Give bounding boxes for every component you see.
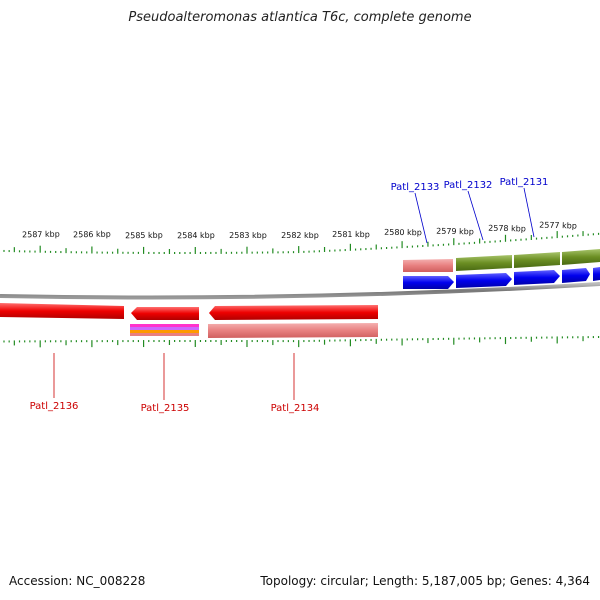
tick-label: 2579 kbp bbox=[436, 227, 474, 237]
tick-label: 2586 kbp bbox=[73, 230, 111, 240]
genome-backbone bbox=[0, 282, 600, 300]
forward-cds-track bbox=[403, 267, 600, 289]
label-leaders bbox=[53, 187, 535, 400]
cds-arrow-2135[interactable] bbox=[131, 307, 199, 320]
top-tick-row bbox=[3, 231, 600, 254]
cds-arrow-2131[interactable] bbox=[514, 270, 560, 285]
feature-green-next[interactable] bbox=[562, 249, 600, 265]
bottom-tick-row bbox=[3, 336, 600, 348]
tick-label: 2584 kbp bbox=[177, 231, 215, 240]
feature-pink-2134[interactable] bbox=[208, 323, 378, 338]
tick-label: 2587 kbp bbox=[22, 230, 60, 240]
tick-label: 2578 kbp bbox=[488, 224, 526, 234]
genome-summary-text: Topology: circular; Length: 5,187,005 bp… bbox=[260, 574, 590, 588]
accession-text: Accession: NC_008228 bbox=[9, 574, 146, 588]
feature-green-2131[interactable] bbox=[514, 252, 560, 268]
tick-label: 2585 kbp bbox=[125, 231, 163, 241]
gene-label-patl-2133[interactable]: Patl_2133 bbox=[391, 182, 440, 193]
cds-arrow-2136[interactable] bbox=[0, 303, 124, 319]
cds-arrow-2134[interactable] bbox=[209, 305, 378, 320]
reverse-cds-track bbox=[0, 303, 378, 320]
tick-label: 2581 kbp bbox=[332, 230, 370, 239]
gene-label-patl-2134[interactable]: Patl_2134 bbox=[271, 403, 320, 414]
forward-feature-track bbox=[403, 249, 600, 272]
feature-multi-2135-c[interactable] bbox=[130, 330, 199, 333]
feature-multi-2135-d[interactable] bbox=[130, 333, 199, 336]
feature-pink-2133[interactable] bbox=[403, 259, 453, 272]
gene-label-patl-2132[interactable]: Patl_2132 bbox=[444, 180, 493, 191]
reverse-feature-track bbox=[130, 323, 378, 338]
tick-label: 2577 kbp bbox=[539, 220, 577, 230]
leader-2133 bbox=[414, 192, 428, 244]
gene-label-patl-2136[interactable]: Patl_2136 bbox=[30, 401, 79, 412]
tick-label: 2580 kbp bbox=[384, 228, 422, 237]
feature-green-2132[interactable] bbox=[456, 255, 512, 271]
feature-multi-2135-a[interactable] bbox=[130, 324, 199, 327]
genome-title: Pseudoalteromonas atlantica T6c, complet… bbox=[128, 10, 472, 25]
leader-2131 bbox=[523, 187, 535, 238]
gene-label-patl-2135[interactable]: Patl_2135 bbox=[141, 403, 190, 414]
cds-arrow-2132[interactable] bbox=[456, 273, 512, 288]
gene-label-patl-2131[interactable]: Patl_2131 bbox=[500, 177, 549, 188]
cds-arrow-edge[interactable] bbox=[593, 267, 600, 281]
cds-arrow-2133[interactable] bbox=[403, 276, 454, 289]
gene-labels: Patl_2133 Patl_2132 Patl_2131 Patl_2136 … bbox=[30, 177, 549, 414]
feature-multi-2135-b[interactable] bbox=[130, 327, 199, 330]
scale-labels: 2587 kbp 2586 kbp 2585 kbp 2584 kbp 2583… bbox=[22, 220, 577, 240]
tick-label: 2583 kbp bbox=[229, 231, 267, 240]
cds-arrow-next[interactable] bbox=[562, 268, 590, 283]
tick-label: 2582 kbp bbox=[281, 231, 319, 240]
leader-2132 bbox=[467, 190, 484, 241]
